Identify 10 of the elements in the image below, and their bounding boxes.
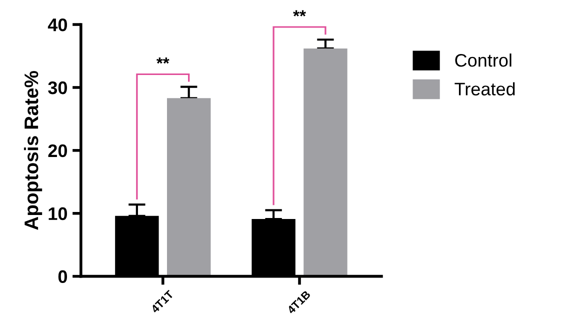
legend-label: Treated xyxy=(454,82,515,96)
y-axis-title: Apoptosis Rate% xyxy=(24,70,42,230)
text: ** xyxy=(293,10,306,16)
y-tick-label: 30 xyxy=(48,81,67,94)
annotation: ** xyxy=(156,57,170,64)
y-tick-label: 10 xyxy=(48,207,67,220)
y-tick-label: 40 xyxy=(48,18,67,32)
legend-label: Control xyxy=(455,53,512,67)
y-tick-label: 0 xyxy=(58,270,67,284)
y-tick-label: 20 xyxy=(48,144,67,158)
